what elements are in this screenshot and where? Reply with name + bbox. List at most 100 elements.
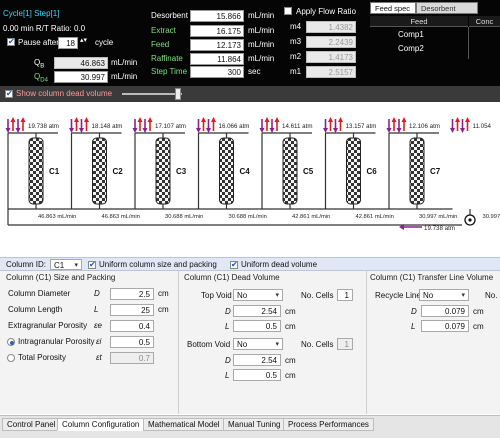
chevron-down-icon: ▾ bbox=[275, 292, 279, 299]
tab-process-performances[interactable]: Process Performances bbox=[283, 418, 374, 431]
feed-row-comp2[interactable]: Comp2 bbox=[398, 44, 424, 53]
recycle-d-input[interactable]: 0.079 bbox=[421, 305, 469, 317]
recycle-d-symbol: D bbox=[411, 307, 417, 316]
intragranular-porosity-radio[interactable] bbox=[7, 338, 15, 346]
port-arrowhead-4-3 bbox=[206, 128, 211, 133]
column-body-7[interactable] bbox=[409, 137, 425, 205]
top-void-select[interactable]: No ▾ bbox=[233, 289, 283, 301]
qd-input[interactable]: 30.997 bbox=[54, 71, 108, 83]
size-packing-section: Column (C1) Size and Packing Column Diam… bbox=[0, 271, 177, 414]
ratio-field-m4: 1.4382 bbox=[306, 21, 356, 33]
port-arrowhead-3-4 bbox=[147, 117, 153, 122]
bottom-void-select[interactable]: No ▾ bbox=[233, 338, 283, 350]
port-arrowhead-4-4 bbox=[211, 117, 216, 122]
column-id-select[interactable]: C1 ▾ bbox=[50, 259, 82, 270]
pressure-label-8: 11.054 bbox=[473, 123, 492, 130]
feed-column-header: Feed bbox=[370, 16, 468, 27]
top-cells-input[interactable]: 1 bbox=[337, 289, 353, 301]
total-porosity-radio[interactable] bbox=[7, 354, 15, 362]
intragranular-porosity-symbol: εi bbox=[96, 337, 102, 346]
recycle-line-value: No bbox=[423, 291, 434, 300]
tab-mathematical-model[interactable]: Mathematical Model bbox=[143, 418, 225, 431]
length-input[interactable]: 25 bbox=[110, 304, 154, 316]
feed-table-divider bbox=[468, 27, 469, 59]
chevron-down-icon: ▾ bbox=[461, 292, 465, 299]
port-arrowhead-4-2 bbox=[201, 117, 206, 122]
steptime-label: Step Time bbox=[151, 67, 188, 76]
bottom-l-unit: cm bbox=[285, 371, 296, 380]
chevron-down-icon: ▾ bbox=[74, 262, 78, 269]
column-config-toolbar: Column ID: C1 ▾ Uniform column size and p… bbox=[0, 257, 500, 271]
port-arrowhead-5-1 bbox=[259, 128, 265, 133]
return-flow-arrowhead bbox=[399, 224, 404, 230]
bottom-void-value: No bbox=[237, 340, 248, 349]
feed-row-comp1[interactable]: Comp1 bbox=[398, 30, 424, 39]
bottom-tab-bar: Control Panel Column Configuration Mathe… bbox=[0, 415, 500, 438]
uniform-dead-label: Uniform dead volume bbox=[241, 260, 318, 269]
recycle-l-input[interactable]: 0.079 bbox=[421, 320, 469, 332]
length-symbol: L bbox=[94, 305, 99, 314]
port-arrowhead-7-4 bbox=[401, 117, 407, 122]
show-dead-volume-checkbox[interactable] bbox=[5, 89, 13, 98]
top-l-input[interactable]: 0.5 bbox=[233, 320, 281, 332]
port-arrowhead-3-2 bbox=[137, 117, 143, 122]
pause-after-input[interactable]: 18 bbox=[58, 37, 78, 49]
port-arrowhead-6-3 bbox=[333, 128, 338, 133]
recycle-line-label: Recycle Line bbox=[375, 291, 421, 300]
uniform-dead-checkbox[interactable] bbox=[230, 260, 238, 269]
dead-volume-slider-track[interactable] bbox=[122, 93, 182, 95]
column-label-1: C1 bbox=[49, 167, 60, 176]
column-body-4[interactable] bbox=[219, 137, 234, 205]
intragranular-porosity-input[interactable]: 0.5 bbox=[110, 336, 154, 348]
flow-label-5: 42.861 mL/min bbox=[292, 214, 330, 220]
flow-label-7: 30.997 mL/min bbox=[419, 214, 457, 220]
pause-spinner-icon[interactable]: ▴▾ bbox=[80, 37, 88, 44]
section-divider bbox=[178, 271, 179, 414]
column-body-1[interactable] bbox=[28, 137, 44, 205]
schematic-canvas: 19.738 atm 18.148 atm 17.107 atm 16.066 atm… bbox=[5, 117, 500, 232]
feed-input[interactable]: 12.173 bbox=[190, 39, 244, 51]
column-label-3: C3 bbox=[176, 167, 187, 176]
desorbent-input[interactable]: 15.866 bbox=[190, 10, 244, 22]
top-d-unit: cm bbox=[285, 307, 296, 316]
pause-after-checkbox[interactable] bbox=[7, 37, 15, 46]
port-arrowhead-1-2 bbox=[10, 117, 16, 122]
tab-control-panel[interactable]: Control Panel bbox=[2, 418, 61, 431]
desorbent-unit: mL/min bbox=[248, 11, 275, 20]
uniform-size-checkbox[interactable] bbox=[88, 260, 96, 269]
extract-input[interactable]: 16.175 bbox=[190, 25, 244, 37]
dead-volume-slider-handle[interactable] bbox=[175, 88, 181, 100]
column-body-6[interactable] bbox=[346, 137, 361, 205]
tab-manual-tuning[interactable]: Manual Tuning bbox=[223, 418, 286, 431]
pressure-label-5: 14.611 atm bbox=[282, 123, 313, 130]
port-arrowhead-8-1 bbox=[450, 128, 455, 133]
top-d-input[interactable]: 2.54 bbox=[233, 305, 281, 317]
column-body-5[interactable] bbox=[282, 137, 298, 205]
tab-column-configuration[interactable]: Column Configuration bbox=[57, 418, 145, 431]
diameter-input[interactable]: 2.5 bbox=[110, 288, 154, 300]
extragranular-porosity-input[interactable]: 0.4 bbox=[110, 320, 154, 332]
raffinate-input[interactable]: 11.864 bbox=[190, 53, 244, 65]
conc-column-header: Conc bbox=[469, 16, 500, 27]
recycle-line-select[interactable]: No ▾ bbox=[419, 289, 469, 301]
bottom-l-input[interactable]: 0.5 bbox=[233, 369, 281, 381]
ratio-field-m2: 1.4173 bbox=[306, 51, 356, 63]
transfer-line-title: Column (C1) Transfer Line Volume bbox=[370, 273, 494, 282]
ratio-label-m1: m1 bbox=[290, 67, 302, 76]
column-body-3[interactable] bbox=[155, 137, 171, 205]
flow-label-4: 30.688 mL/min bbox=[229, 214, 267, 220]
raffinate-label: Raffinate bbox=[151, 54, 183, 63]
extract-label: Extract bbox=[151, 26, 176, 35]
top-l-symbol: L bbox=[225, 322, 230, 331]
bottom-d-input[interactable]: 2.54 bbox=[233, 354, 281, 366]
dead-volume-section: Column (C1) Dead Volume Top Void No ▾ No.… bbox=[179, 271, 365, 414]
tab-desorbent-spec[interactable]: Desorbent spec bbox=[416, 2, 478, 23]
top-void-value: No bbox=[237, 291, 248, 300]
apply-flow-ratio-checkbox[interactable] bbox=[284, 7, 292, 15]
steptime-input[interactable]: 300 bbox=[190, 66, 244, 78]
tab-feed-spec[interactable]: Feed spec bbox=[370, 2, 416, 14]
length-label: Column Length bbox=[8, 305, 63, 314]
column-body-2[interactable] bbox=[92, 137, 107, 205]
qb-label: QB bbox=[34, 58, 45, 70]
flow-label-3: 30.688 mL/min bbox=[165, 214, 203, 220]
